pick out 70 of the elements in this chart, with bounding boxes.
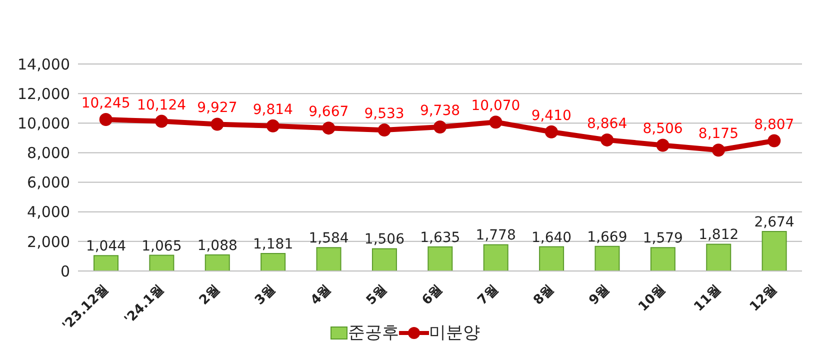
data-label: 1,579 — [642, 230, 683, 247]
data-label: 1,584 — [308, 230, 349, 247]
point — [155, 114, 168, 128]
bar — [316, 247, 342, 271]
data-label: 9,927 — [197, 100, 238, 116]
point — [489, 116, 502, 129]
data-label: 1,812 — [698, 227, 739, 244]
bar — [204, 254, 230, 271]
data-label: 1,044 — [86, 238, 126, 255]
data-label: 1,669 — [587, 229, 628, 246]
data-label: 1,181 — [253, 236, 294, 253]
data-label: 2,674 — [754, 214, 794, 230]
data-label: 1,506 — [364, 232, 405, 248]
y-tick-label: 10,000 — [18, 114, 70, 132]
x-tick-label: 2월 — [196, 282, 223, 308]
y-tick-label: 6,000 — [27, 174, 70, 192]
data-label: 8,864 — [587, 116, 628, 132]
data-label: 1,778 — [476, 228, 516, 244]
data-label: 10,070 — [471, 98, 520, 114]
bar — [372, 248, 397, 271]
data-label: 1,088 — [197, 238, 238, 254]
data-label: 1,065 — [142, 238, 182, 254]
data-label: 8,807 — [754, 116, 794, 133]
bar — [539, 246, 564, 271]
point — [768, 134, 781, 148]
x-tick-label: 4월 — [308, 282, 334, 308]
bar — [762, 230, 787, 271]
point — [712, 144, 725, 157]
data-label: 8,175 — [698, 126, 739, 142]
data-label: 9,410 — [531, 108, 572, 124]
bar — [260, 253, 286, 271]
point — [322, 122, 336, 135]
legend-label: 준공후 — [348, 322, 399, 344]
data-label: 10,245 — [81, 96, 130, 112]
point — [434, 120, 446, 134]
data-label: 1,640 — [531, 230, 572, 246]
bar — [650, 247, 676, 271]
y-tick-label: 12,000 — [18, 84, 70, 103]
x-tick-label: 9월 — [586, 282, 613, 308]
point — [656, 138, 670, 152]
x-tick-label: 7월 — [475, 282, 502, 308]
bar — [706, 244, 732, 271]
data-label: 1,635 — [420, 230, 460, 246]
y-tick-label: 0 — [60, 262, 70, 280]
data-label: 9,667 — [308, 104, 349, 120]
y-tick-label: 8,000 — [27, 144, 70, 162]
x-tick-label: 3월 — [252, 282, 279, 308]
y-tick-label: 14,000 — [18, 55, 70, 74]
x-tick-label: 8월 — [530, 282, 558, 308]
bar — [483, 244, 508, 271]
point — [378, 124, 391, 137]
bar — [149, 254, 174, 271]
legend-label: 미분양 — [429, 322, 480, 344]
x-tick-label: 5월 — [364, 282, 390, 308]
point — [600, 133, 614, 146]
data-label: 10,124 — [137, 97, 186, 114]
data-label: 9,533 — [364, 106, 404, 122]
data-label: 8,506 — [642, 121, 683, 138]
x-tick-label: 6월 — [419, 282, 446, 308]
y-tick-label: 2,000 — [27, 232, 70, 251]
point — [544, 125, 558, 138]
bar — [94, 255, 118, 271]
data-label: 9,814 — [252, 102, 294, 118]
data-label: 9,738 — [420, 103, 460, 120]
bar — [428, 246, 453, 271]
point — [210, 118, 224, 131]
point — [99, 113, 112, 126]
bar — [594, 246, 620, 271]
point — [266, 119, 280, 132]
y-tick-label: 4,000 — [27, 203, 70, 222]
